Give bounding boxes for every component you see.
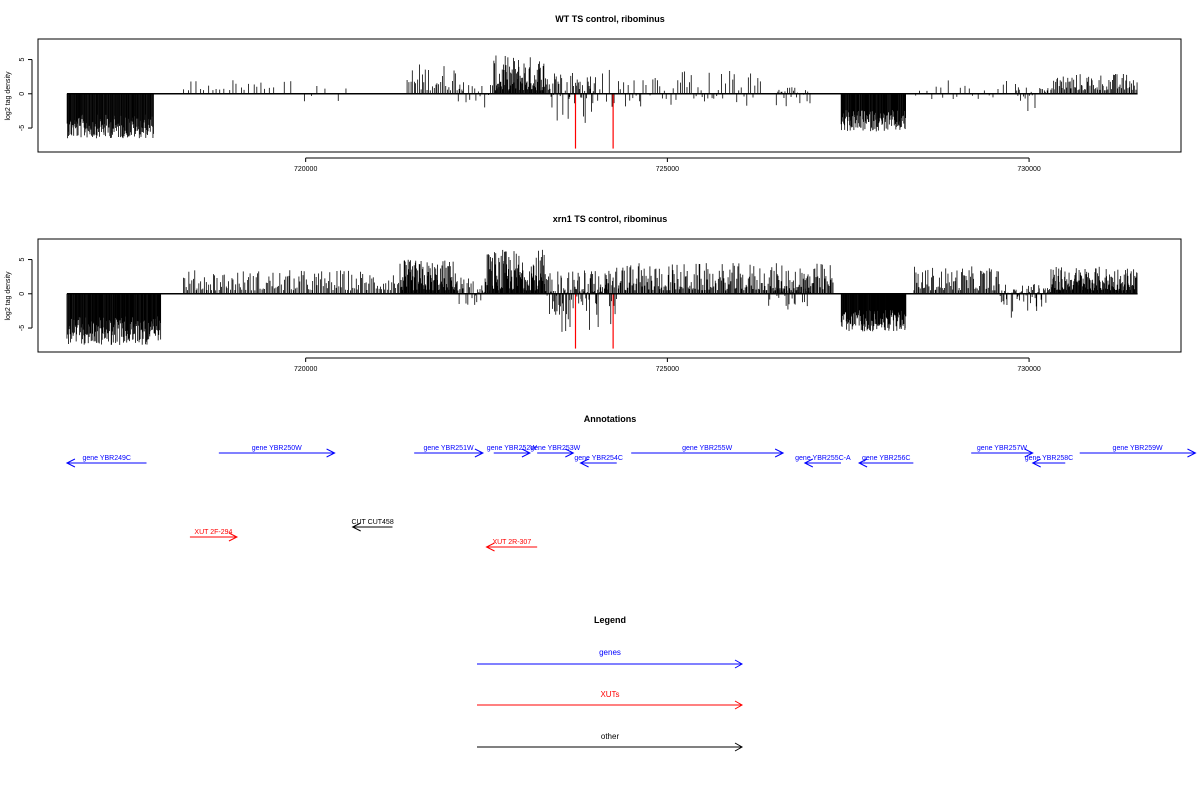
feature-arrowhead: [326, 448, 336, 458]
feature-genes: gene YBR255W: [631, 445, 785, 458]
feature-genes: gene YBR255C-A: [795, 455, 851, 468]
x-tick-label: 720000: [294, 166, 317, 173]
legend-arrow-other: [477, 742, 744, 752]
feature-label: gene YBR257W: [977, 445, 1027, 452]
feature-arrowhead: [1187, 448, 1197, 458]
feature-XUTs: XUT 2F-294: [189, 529, 239, 542]
feature-arrowhead: [228, 532, 239, 542]
legend: Legend genes XUTs other: [477, 615, 744, 752]
legend-label-genes: genes: [599, 648, 621, 657]
feature-label: gene YBR256C: [862, 455, 911, 462]
feature-genes: gene YBR250W: [218, 445, 336, 458]
plot-frame: [37, 38, 1182, 153]
feature-arrowhead: [65, 458, 76, 468]
track-title: WT TS control, ribominus: [555, 14, 665, 24]
legend-label-other: other: [601, 732, 620, 741]
y-tick-label: -5: [19, 325, 26, 331]
feature-arrowhead: [579, 458, 589, 468]
legend-title: Legend: [594, 615, 626, 625]
legend-arrow-xuts: [477, 700, 744, 710]
feature-label: gene YBR255C-A: [795, 455, 851, 462]
feature-arrowhead: [521, 448, 532, 458]
feature-label: gene YBR249C: [82, 455, 131, 462]
feature-label: CUT CUT458: [351, 519, 393, 526]
x-tick-label: 720000: [294, 366, 317, 373]
feature-genes: gene YBR251W: [414, 445, 485, 458]
feature-genes: gene YBR254C: [574, 455, 623, 468]
track-panel-wt: WT TS control, ribominus log2 tag densit…: [5, 14, 1182, 173]
y-tick-label: 0: [19, 292, 26, 296]
x-tick-label: 730000: [1017, 366, 1040, 373]
feature-label: XUT 2R-307: [492, 539, 531, 546]
feature-genes: gene YBR256C: [857, 455, 914, 468]
y-tick-label: 5: [19, 57, 26, 61]
x-axis: 720000 725000 730000: [294, 157, 1041, 173]
feature-genes: gene YBR253W: [530, 445, 581, 458]
annotations-title: Annotations: [584, 414, 637, 424]
feature-arrowhead: [485, 542, 495, 552]
track-title: xrn1 TS control, ribominus: [553, 214, 668, 224]
x-tick-label: 725000: [656, 366, 679, 373]
feature-label: gene YBR250W: [252, 445, 302, 452]
feature-track: gene YBR249C gene YBR250W gene YBR251W gene…: [65, 445, 1197, 552]
y-tick-label: 5: [19, 257, 26, 261]
feature-arrowhead: [857, 458, 868, 468]
feature-label: gene YBR251W: [424, 445, 474, 452]
y-axis-label: log2 tag density: [5, 271, 12, 321]
feature-label: gene YBR258C: [1025, 455, 1074, 462]
feature-arrowhead: [351, 522, 361, 532]
x-axis: 720000 725000 730000: [294, 357, 1041, 373]
feature-genes: gene YBR249C: [65, 455, 147, 468]
feature-arrowhead: [774, 448, 785, 458]
density-bars: [66, 249, 1138, 349]
legend-arrow-genes: [477, 659, 744, 669]
feature-label: gene YBR259W: [1113, 445, 1163, 452]
feature-genes: gene YBR257W: [971, 445, 1034, 458]
feature-other: CUT CUT458: [351, 519, 394, 532]
feature-label: gene YBR255W: [682, 445, 732, 452]
feature-genes: gene YBR259W: [1079, 445, 1197, 458]
feature-XUTs: XUT 2R-307: [485, 539, 538, 552]
legend-label-xuts: XUTs: [600, 690, 619, 699]
track-panel-xrn1: xrn1 TS control, ribominus log2 tag dens…: [5, 214, 1182, 373]
feature-arrowhead: [474, 448, 485, 458]
feature-genes: gene YBR252W: [487, 445, 537, 458]
feature-arrowhead: [803, 458, 814, 468]
feature-arrowhead: [565, 448, 575, 458]
feature-arrowhead: [1024, 448, 1034, 458]
plot-frame: [37, 238, 1182, 353]
y-tick-label: 0: [19, 92, 26, 96]
feature-label: gene YBR252W: [487, 445, 537, 452]
density-bars: [66, 55, 1138, 149]
feature-label: gene YBR254C: [574, 455, 623, 462]
y-tick-label: -5: [19, 125, 26, 131]
x-tick-label: 725000: [656, 166, 679, 173]
x-tick-label: 730000: [1017, 166, 1040, 173]
feature-label: gene YBR253W: [530, 445, 580, 452]
y-axis: -5 0 5: [19, 257, 33, 331]
feature-label: XUT 2F-294: [194, 529, 232, 536]
feature-arrowhead: [1031, 458, 1041, 468]
y-axis: -5 0 5: [19, 57, 33, 131]
feature-genes: gene YBR258C: [1025, 455, 1074, 468]
y-axis-label: log2 tag density: [5, 71, 12, 121]
